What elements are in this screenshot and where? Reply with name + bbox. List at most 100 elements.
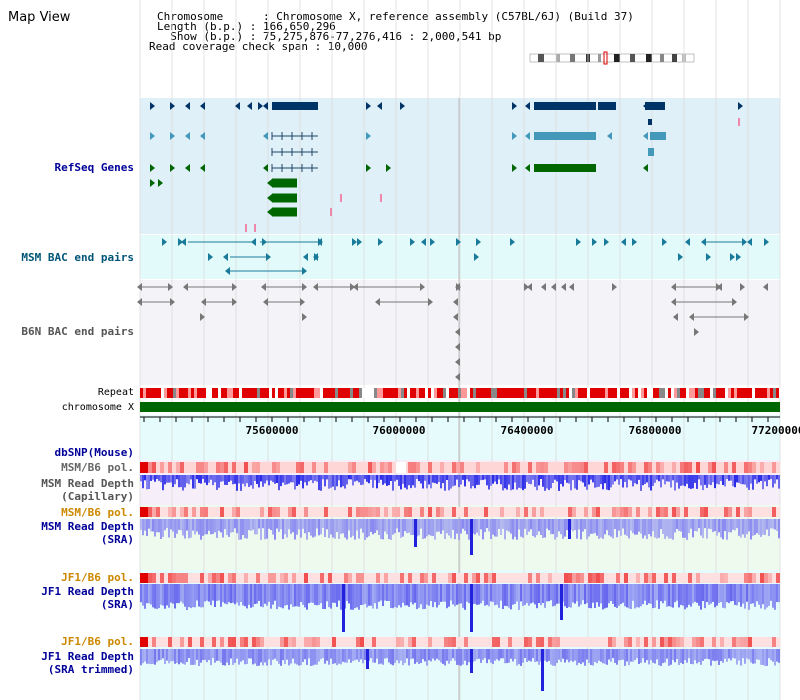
bac-end-arrow[interactable] <box>612 283 617 291</box>
bac-end-arrow[interactable] <box>621 238 626 246</box>
bac-end-arrow[interactable] <box>455 283 460 291</box>
gene-strand-arrow[interactable] <box>643 132 648 140</box>
gene-strand-arrow[interactable] <box>400 102 405 110</box>
bac-end-arrow[interactable] <box>162 238 167 246</box>
bac-end-arrow[interactable] <box>261 283 266 291</box>
bac-end-arrow[interactable] <box>510 238 515 246</box>
chromosome-bar[interactable] <box>140 402 780 412</box>
bac-end-arrow[interactable] <box>183 283 188 291</box>
bac-end-arrow[interactable] <box>730 253 735 261</box>
bac-end-arrow[interactable] <box>455 358 460 366</box>
bac-end-arrow[interactable] <box>208 253 213 261</box>
track-label-msm-bac[interactable]: MSM BAC end pairs <box>21 251 134 264</box>
track-label-msm-depth-cap[interactable]: MSM Read Depth <box>41 477 134 490</box>
bac-end-arrow[interactable] <box>747 238 752 246</box>
gene-strand-arrow[interactable] <box>377 102 382 110</box>
track-label-repeat[interactable]: Repeat <box>97 387 134 398</box>
gene-strand-arrow[interactable] <box>525 132 530 140</box>
gene-strand-arrow[interactable] <box>386 164 391 172</box>
track-label-jf1-depth-sra[interactable]: JF1 Read Depth <box>41 585 134 598</box>
bac-end-arrow[interactable] <box>455 328 460 336</box>
bac-end-arrow[interactable] <box>428 298 433 306</box>
gene-strand-arrow[interactable] <box>185 102 190 110</box>
bac-end-arrow[interactable] <box>137 283 142 291</box>
gene-strand-arrow[interactable] <box>150 179 155 187</box>
gene-strand-arrow[interactable] <box>366 132 371 140</box>
bac-end-arrow[interactable] <box>706 253 711 261</box>
bac-end-arrow[interactable] <box>251 238 256 246</box>
gene-strand-arrow[interactable] <box>512 102 517 110</box>
gene-strand-arrow[interactable] <box>170 102 175 110</box>
track-label-msm-b6-pol-2[interactable]: MSM/B6 pol. <box>61 506 134 519</box>
gene-strand-arrow[interactable] <box>247 102 252 110</box>
bac-end-arrow[interactable] <box>551 283 556 291</box>
gene-feature[interactable] <box>650 132 666 140</box>
gene-strand-arrow[interactable] <box>738 102 743 110</box>
bac-end-arrow[interactable] <box>662 238 667 246</box>
bac-end-arrow[interactable] <box>313 283 318 291</box>
bac-end-arrow[interactable] <box>453 313 458 321</box>
bac-end-arrow[interactable] <box>420 283 425 291</box>
gene-strand-arrow[interactable] <box>170 164 175 172</box>
gene-feature[interactable] <box>534 132 596 140</box>
bac-end-arrow[interactable] <box>561 283 566 291</box>
gene-feature[interactable] <box>272 193 297 203</box>
track-label-b6n-bac[interactable]: B6N BAC end pairs <box>21 325 134 338</box>
bac-end-arrow[interactable] <box>717 283 722 291</box>
track-label-jf1-depth-trim[interactable]: JF1 Read Depth <box>41 650 134 663</box>
bac-end-arrow[interactable] <box>456 238 461 246</box>
bac-end-arrow[interactable] <box>604 238 609 246</box>
bac-end-arrow[interactable] <box>569 283 574 291</box>
gene-feature[interactable] <box>272 178 297 188</box>
gene-strand-arrow[interactable] <box>185 164 190 172</box>
refseq-gene-features[interactable] <box>150 102 743 232</box>
bac-end-arrow[interactable] <box>744 313 749 321</box>
gene-feature[interactable] <box>272 102 318 110</box>
gene-strand-arrow[interactable] <box>512 164 517 172</box>
bac-end-arrow[interactable] <box>302 313 307 321</box>
bac-end-arrow[interactable] <box>375 298 380 306</box>
bac-end-arrow[interactable] <box>694 328 699 336</box>
bac-end-arrow[interactable] <box>300 298 305 306</box>
gene-strand-arrow[interactable] <box>525 164 530 172</box>
track-label-dbsnp[interactable]: dbSNP(Mouse) <box>54 446 134 459</box>
bac-end-arrow[interactable] <box>201 298 206 306</box>
gene-strand-arrow[interactable] <box>366 102 371 110</box>
track-label-jf1-b6-pol-2[interactable]: JF1/B6 pol. <box>61 635 134 648</box>
bac-end-arrow[interactable] <box>453 298 458 306</box>
bac-end-arrow[interactable] <box>303 253 308 261</box>
gene-feature[interactable] <box>648 148 654 156</box>
gene-strand-arrow[interactable] <box>263 102 268 110</box>
bac-end-arrow[interactable] <box>302 283 307 291</box>
bac-end-arrow[interactable] <box>671 283 676 291</box>
track-label-msm-depth-sra[interactable]: MSM Read Depth <box>41 520 134 533</box>
gene-strand-arrow[interactable] <box>258 102 263 110</box>
bac-end-arrow[interactable] <box>178 238 183 246</box>
gene-strand-arrow[interactable] <box>150 132 155 140</box>
bac-end-arrow[interactable] <box>678 253 683 261</box>
bac-end-arrow[interactable] <box>685 238 690 246</box>
b6n-bac-features[interactable] <box>137 283 768 381</box>
gene-strand-arrow[interactable] <box>643 164 648 172</box>
bac-end-arrow[interactable] <box>527 283 532 291</box>
bac-end-arrow[interactable] <box>353 283 358 291</box>
bac-end-arrow[interactable] <box>474 253 479 261</box>
bac-end-arrow[interactable] <box>689 313 694 321</box>
gene-feature[interactable] <box>272 207 297 217</box>
gene-strand-arrow[interactable] <box>200 164 205 172</box>
bac-end-arrow[interactable] <box>357 238 362 246</box>
gene-strand-arrow[interactable] <box>512 132 517 140</box>
bac-end-arrow[interactable] <box>170 298 175 306</box>
bac-end-arrow[interactable] <box>740 283 745 291</box>
gene-strand-arrow[interactable] <box>235 102 240 110</box>
bac-end-arrow[interactable] <box>421 238 426 246</box>
gene-strand-arrow[interactable] <box>158 179 163 187</box>
read-depth-tracks[interactable] <box>140 475 780 691</box>
bac-end-arrow[interactable] <box>455 373 460 381</box>
gene-feature[interactable] <box>645 102 665 110</box>
track-label-refseq[interactable]: RefSeq Genes <box>54 161 134 174</box>
gene-strand-arrow[interactable] <box>150 102 155 110</box>
bac-end-arrow[interactable] <box>262 238 267 246</box>
bac-end-arrow[interactable] <box>524 283 529 291</box>
